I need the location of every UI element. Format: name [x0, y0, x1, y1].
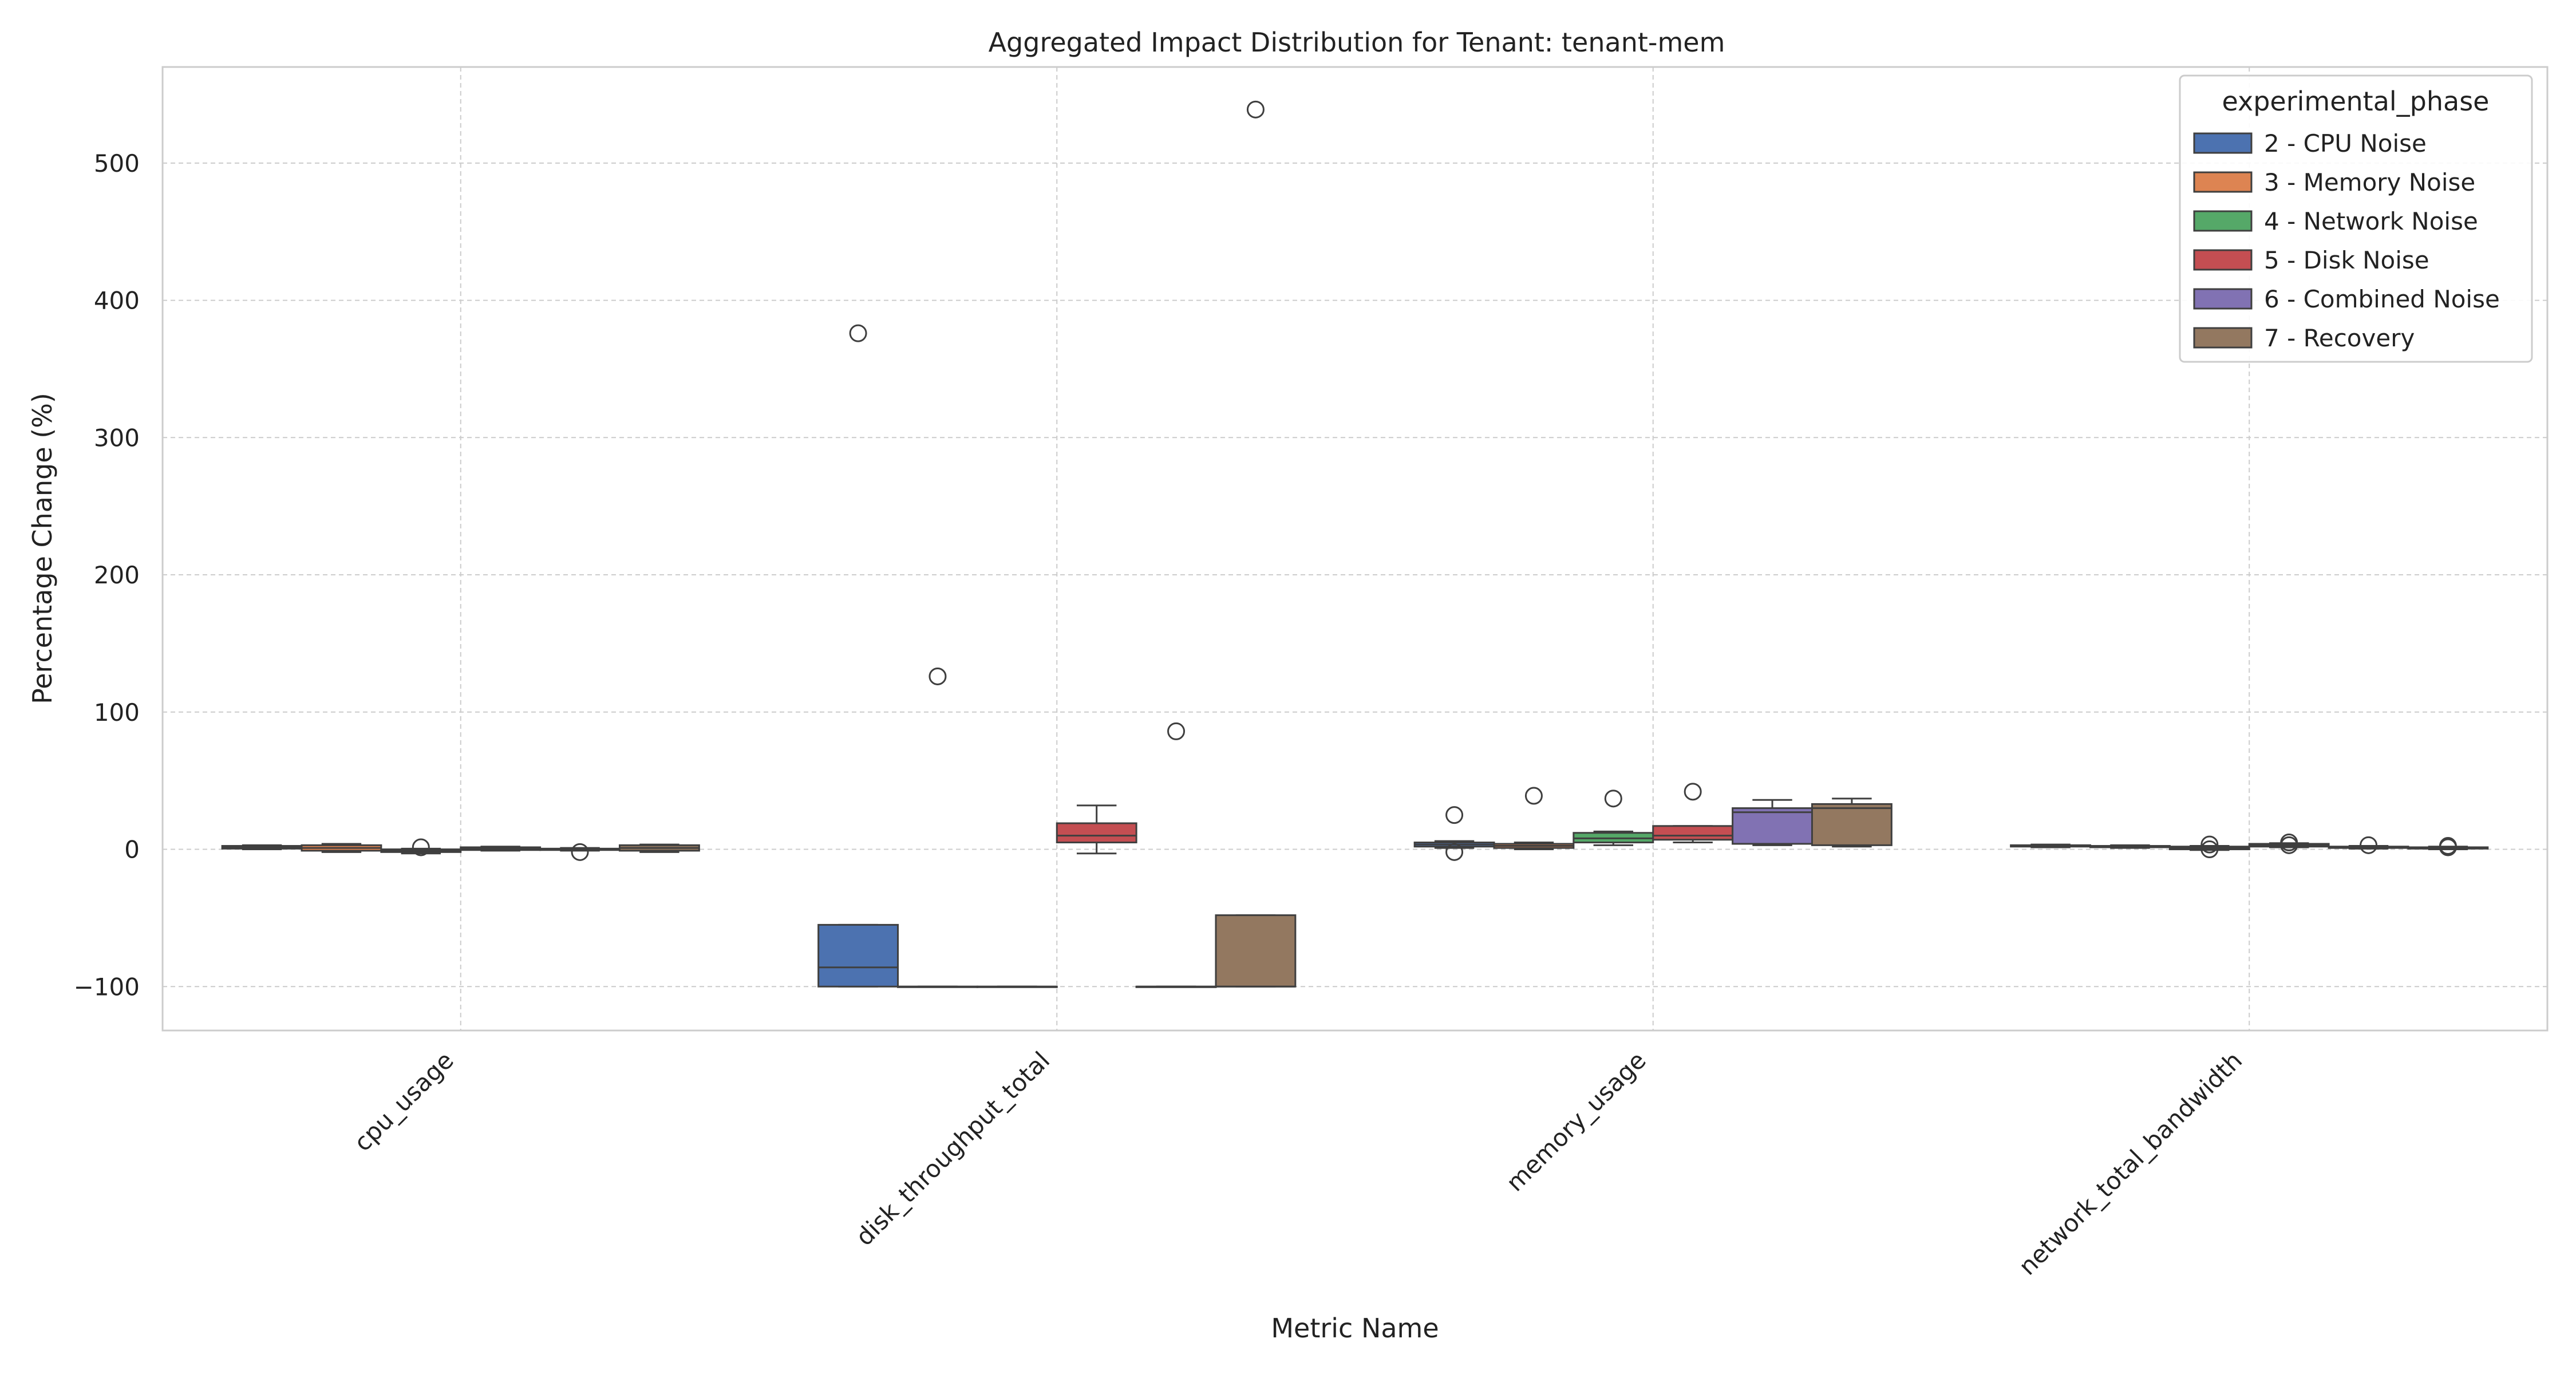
- box-group: [1573, 789, 1654, 846]
- outlier-point: [849, 324, 867, 342]
- box-group: [1413, 806, 1495, 861]
- outlier-point: [1445, 843, 1464, 861]
- outlier-point: [2200, 835, 2219, 854]
- box-group: [1732, 799, 1813, 846]
- outlier-point: [1684, 783, 1702, 801]
- box: [1732, 807, 1813, 845]
- outlier-point: [2200, 840, 2219, 859]
- box-group: [2328, 836, 2409, 854]
- legend-label: 6 - Combined Noise: [2264, 285, 2500, 313]
- outlier-point: [1167, 722, 1186, 740]
- box-group: [1493, 787, 1575, 851]
- box-group: [539, 843, 621, 861]
- box: [1811, 803, 1893, 846]
- legend-label: 5 - Disk Noise: [2264, 246, 2429, 274]
- y-tick-label: 200: [94, 561, 140, 589]
- y-tick-label: −100: [74, 973, 140, 1001]
- x-tick-label: network_total_bandwidth: [2013, 1046, 2247, 1280]
- box-group: [2168, 835, 2250, 859]
- x-tick-label: memory_usage: [1501, 1046, 1652, 1197]
- box-group: [2407, 837, 2489, 856]
- box-group: [221, 844, 303, 851]
- outlier-point: [2439, 837, 2457, 855]
- y-axis-label: Percentage Change (%): [27, 393, 58, 704]
- y-tick-label: 400: [94, 287, 140, 315]
- outlier-point: [1445, 806, 1464, 824]
- legend-swatch: [2193, 132, 2253, 154]
- box: [817, 923, 899, 988]
- box-group: [301, 843, 382, 853]
- box-group: [897, 667, 978, 988]
- box: [1056, 822, 1137, 844]
- box-group: [817, 324, 899, 988]
- y-axis-ticks: −100 0 100 200 300 400 500: [74, 149, 140, 1001]
- outlier-point: [1246, 100, 1265, 119]
- legend-swatch: [2193, 288, 2253, 310]
- box-group: [460, 846, 542, 852]
- box: [1652, 825, 1734, 841]
- box: [1215, 914, 1297, 988]
- legend-swatch: [2193, 327, 2253, 349]
- legend-swatch: [2193, 210, 2253, 232]
- legend-title: experimental_phase: [2222, 86, 2490, 117]
- boxes-layer: [221, 100, 2489, 988]
- legend-label: 4 - Network Noise: [2264, 207, 2478, 235]
- y-tick-label: 300: [94, 424, 140, 452]
- box-group: [1056, 804, 1137, 855]
- x-axis-label: Metric Name: [1271, 1313, 1439, 1344]
- box-group: [976, 985, 1058, 988]
- legend-items: 2 - CPU Noise 3 - Memory Noise 4 - Network…: [2193, 129, 2500, 352]
- outlier-point: [1604, 789, 1622, 808]
- outlier-point: [2360, 836, 2378, 854]
- outlier-point: [2280, 834, 2298, 852]
- outlier-point: [571, 843, 589, 861]
- box-group: [2248, 834, 2330, 854]
- outlier-point: [1524, 787, 1543, 805]
- legend-label: 7 - Recovery: [2264, 324, 2415, 352]
- y-tick-label: 0: [124, 836, 140, 864]
- outlier-point: [412, 838, 430, 856]
- y-tick-label: 500: [94, 149, 140, 177]
- box-group: [2089, 844, 2171, 849]
- legend-swatch: [2193, 249, 2253, 271]
- chart-title: Aggregated Impact Distribution for Tenan…: [989, 27, 1725, 58]
- legend-swatch: [2193, 171, 2253, 193]
- plot-frame: [161, 66, 2549, 1032]
- box-group: [1811, 797, 1893, 848]
- legend: experimental_phase 2 - CPU Noise 3 - Memo…: [2179, 74, 2533, 363]
- x-tick-label: cpu_usage: [349, 1046, 459, 1156]
- legend-label: 2 - CPU Noise: [2264, 129, 2427, 157]
- box-group: [1652, 783, 1734, 844]
- box-group: [1215, 100, 1297, 988]
- box-group: [2010, 843, 2092, 848]
- legend-label: 3 - Memory Noise: [2264, 168, 2475, 196]
- box-group: [380, 838, 462, 856]
- box-group: [1135, 722, 1217, 988]
- outlier-point: [929, 667, 947, 685]
- legend-frame: [2179, 74, 2533, 363]
- x-tick-label: disk_throughput_total: [850, 1046, 1055, 1251]
- y-tick-label: 100: [94, 698, 140, 727]
- box-group: [618, 843, 700, 853]
- x-axis-ticks: cpu_usage disk_throughput_total memory_usa…: [349, 1046, 2248, 1280]
